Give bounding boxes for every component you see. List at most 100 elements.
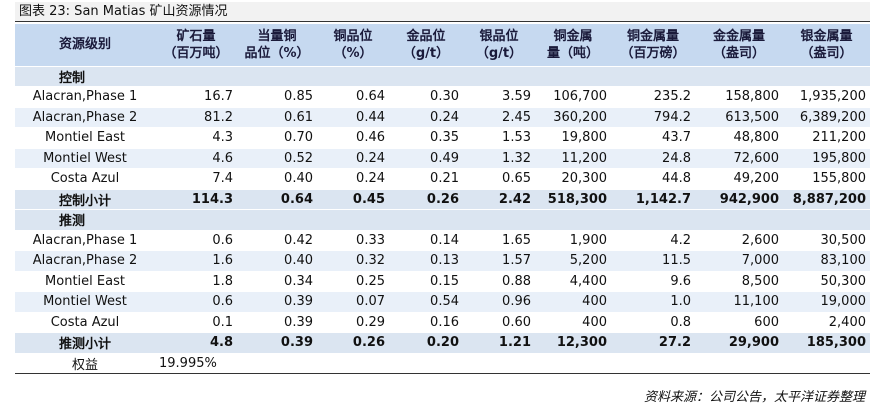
table-cell: 0.34 [237, 271, 317, 292]
table-cell: 613,500 [695, 107, 783, 128]
table-cell: 0.21 [389, 168, 463, 190]
table-cell: 0.46 [317, 127, 389, 149]
header-cell: 矿石量 （百万吨） [155, 24, 237, 67]
section-row: 推测 [15, 209, 870, 231]
table-cell: 0.07 [317, 291, 389, 313]
table-cell: 0.61 [237, 107, 317, 128]
table-cell: 7.4 [155, 168, 237, 190]
table-cell: 8,887,200 [783, 189, 870, 210]
table-cell: 30,500 [783, 230, 870, 251]
table-cell: 0.35 [389, 127, 463, 149]
table-row: 权益 19.995% [15, 353, 870, 374]
table-cell: 控制小计 [15, 189, 155, 210]
header-cell: 铜金属量 （百万磅） [611, 24, 695, 67]
header-text: 矿石量 [176, 28, 216, 44]
table-cell: 211,200 [783, 127, 870, 149]
table-row: Costa Azul 7.4 0.40 0.24 0.21 0.65 20,300 44.8 4… [15, 168, 870, 190]
table-cell: Costa Azul [15, 168, 155, 190]
section-label: 控制 [15, 66, 155, 87]
table-cell: 1.53 [463, 127, 535, 149]
table-cell: 600 [695, 312, 783, 333]
table-cell: 3.59 [463, 86, 535, 108]
table-cell: 权益 [15, 353, 155, 374]
table-cell: 0.24 [317, 148, 389, 169]
table-cell: 0.14 [389, 230, 463, 251]
source-note: 资料来源：公司公告，太平洋证券整理 [643, 390, 865, 405]
table-cell: 20,300 [535, 168, 611, 190]
table-cell: 7,000 [695, 250, 783, 272]
header-text: 量（吨） [546, 45, 599, 61]
table-cell: 0.54 [389, 291, 463, 313]
table-cell: 19.995% [155, 353, 237, 374]
table-cell: 5,200 [535, 250, 611, 272]
header-text: （g/t） [402, 45, 450, 61]
table-cell: 195,800 [783, 148, 870, 169]
table-cell: 0.32 [317, 250, 389, 272]
table-cell: 2,600 [695, 230, 783, 251]
table-cell: 0.24 [389, 107, 463, 128]
table-cell: 0.45 [317, 189, 389, 210]
table-cell: 1,900 [535, 230, 611, 251]
table-cell: 0.42 [237, 230, 317, 251]
table-cell: 19,800 [535, 127, 611, 149]
table-cell: 4,400 [535, 271, 611, 292]
table-cell: 0.96 [463, 291, 535, 313]
table-cell: 11.5 [611, 250, 695, 272]
table-cell: 44.8 [611, 168, 695, 190]
table-cell: 16.7 [155, 86, 237, 108]
table-cell: 0.16 [389, 312, 463, 333]
header-row: 资源级别 矿石量 （百万吨） 当量铜 品位（%） 铜品位 （%） 金品位 （g/t） 银品位 （g/… [15, 24, 870, 67]
table-cell: 0.33 [317, 230, 389, 251]
table-cell: 0.15 [389, 271, 463, 292]
table-cell: 4.6 [155, 148, 237, 169]
table-cell: 6,389,200 [783, 107, 870, 128]
table-row: 控制小计 114.3 0.64 0.45 0.26 2.42 518,300 1,142.7 9… [15, 189, 870, 210]
table-cell: 48,800 [695, 127, 783, 149]
table-cell: 24.8 [611, 148, 695, 169]
table-row: Alacran,Phase 2 1.6 0.40 0.32 0.13 1.57 5,200 1… [15, 250, 870, 272]
table-cell: 400 [535, 291, 611, 313]
table-cell: 0.29 [317, 312, 389, 333]
table-cell: 400 [535, 312, 611, 333]
table-cell: 0.39 [237, 332, 317, 354]
table-cell: 12,300 [535, 332, 611, 354]
header-cell: 铜金属 量（吨） [535, 24, 611, 67]
section-row: 控制 [15, 66, 870, 87]
header-text: 金金属量 [712, 28, 765, 44]
table-cell: 11,200 [535, 148, 611, 169]
table-cell: 27.2 [611, 332, 695, 354]
table-body: 控制 Alacran,Phase 1 16.7 0.85 0.64 0.30 3.59 106… [15, 66, 870, 374]
header-cell: 金金属量 （盎司） [695, 24, 783, 67]
table-cell: Alacran,Phase 2 [15, 250, 155, 272]
table-row: Montiel West 4.6 0.52 0.24 0.49 1.32 11,200 24.… [15, 148, 870, 169]
table-cell: 0.30 [389, 86, 463, 108]
table-cell: 185,300 [783, 332, 870, 354]
section-label: 推测 [15, 209, 155, 231]
header-text: 银金属量 [800, 28, 853, 44]
table-cell: 8,500 [695, 271, 783, 292]
table-cell: 0.39 [237, 291, 317, 313]
table-cell: 72,600 [695, 148, 783, 169]
table-cell: 2.45 [463, 107, 535, 128]
table-cell: 0.39 [237, 312, 317, 333]
table-cell: 1.21 [463, 332, 535, 354]
header-cell: 当量铜 品位（%） [237, 24, 317, 67]
table-cell: Alacran,Phase 1 [15, 86, 155, 108]
table-cell: Montiel West [15, 291, 155, 313]
table-cell: 114.3 [155, 189, 237, 210]
table-cell: 0.88 [463, 271, 535, 292]
table-cell: 0.64 [317, 86, 389, 108]
header-cell: 铜品位 （%） [317, 24, 389, 67]
table-cell: 235.2 [611, 86, 695, 108]
table-cell: 49,200 [695, 168, 783, 190]
table-cell: 19,000 [783, 291, 870, 313]
table-cell: 106,700 [535, 86, 611, 108]
table-cell: 83,100 [783, 250, 870, 272]
table-cell: 155,800 [783, 168, 870, 190]
header-cell: 金品位 （g/t） [389, 24, 463, 67]
table-cell: 0.6 [155, 291, 237, 313]
table-cell: 158,800 [695, 86, 783, 108]
table-title: 图表 23: San Matias 矿山资源情况 [15, 2, 870, 22]
table-cell: 0.1 [155, 312, 237, 333]
table-cell: 0.6 [155, 230, 237, 251]
